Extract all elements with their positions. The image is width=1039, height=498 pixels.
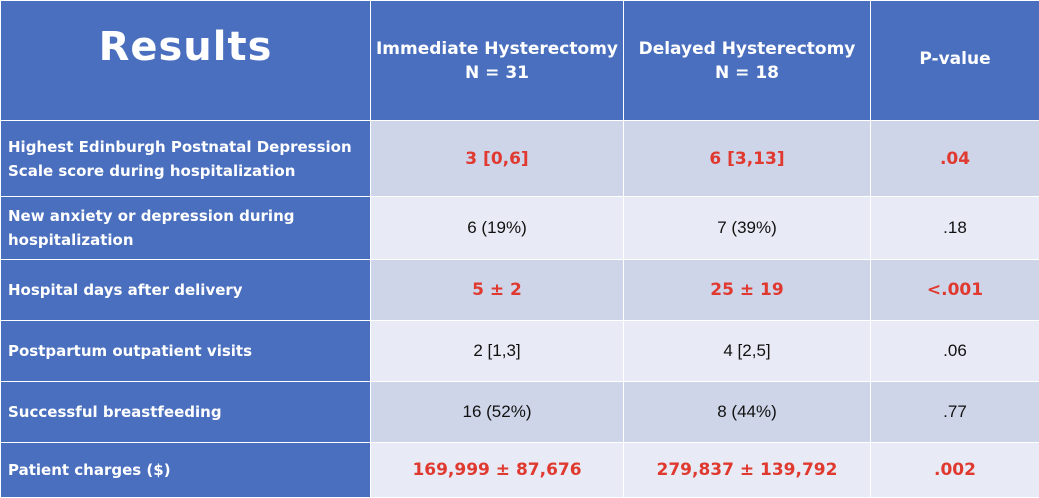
cell-immediate: 169,999 ± 87,676 xyxy=(371,443,624,498)
cell-delayed: 8 (44%) xyxy=(624,382,871,443)
cell-p-value: .06 xyxy=(871,321,1039,382)
table-row: Successful breastfeeding 16 (52%) 8 (44%… xyxy=(1,382,1039,443)
row-label: Highest Edinburgh Postnatal Depression S… xyxy=(1,121,371,197)
cell-immediate: 16 (52%) xyxy=(371,382,624,443)
row-label: Postpartum outpatient visits xyxy=(1,321,371,382)
header-row: Results Immediate Hysterectomy N = 31 De… xyxy=(1,1,1039,121)
cell-immediate: 5 ± 2 xyxy=(371,260,624,321)
row-label: Patient charges ($) xyxy=(1,443,371,498)
header-p-value: P-value xyxy=(871,1,1039,121)
cell-p-value: .77 xyxy=(871,382,1039,443)
table-row: Patient charges ($) 169,999 ± 87,676 279… xyxy=(1,443,1039,498)
cell-p-value: .002 xyxy=(871,443,1039,498)
cell-p-value: .04 xyxy=(871,121,1039,197)
cell-delayed: 279,837 ± 139,792 xyxy=(624,443,871,498)
table-row: Highest Edinburgh Postnatal Depression S… xyxy=(1,121,1039,197)
cell-immediate: 2 [1,3] xyxy=(371,321,624,382)
table-row: Postpartum outpatient visits 2 [1,3] 4 [… xyxy=(1,321,1039,382)
header-immediate-label: Immediate Hysterectomy xyxy=(371,37,623,61)
cell-delayed: 4 [2,5] xyxy=(624,321,871,382)
header-delayed-hysterectomy: Delayed Hysterectomy N = 18 xyxy=(624,1,871,121)
table-row: Hospital days after delivery 5 ± 2 25 ± … xyxy=(1,260,1039,321)
header-immediate-n: N = 31 xyxy=(371,61,623,85)
header-delayed-n: N = 18 xyxy=(624,61,870,85)
cell-delayed: 6 [3,13] xyxy=(624,121,871,197)
cell-delayed: 25 ± 19 xyxy=(624,260,871,321)
cell-delayed: 7 (39%) xyxy=(624,197,871,260)
table-body: Highest Edinburgh Postnatal Depression S… xyxy=(1,121,1039,498)
header-immediate-hysterectomy: Immediate Hysterectomy N = 31 xyxy=(371,1,624,121)
header-delayed-label: Delayed Hysterectomy xyxy=(624,37,870,61)
cell-immediate: 6 (19%) xyxy=(371,197,624,260)
cell-immediate: 3 [0,6] xyxy=(371,121,624,197)
row-label: Successful breastfeeding xyxy=(1,382,371,443)
table-header: Results Immediate Hysterectomy N = 31 De… xyxy=(1,1,1039,121)
results-title: Results xyxy=(1,1,371,121)
cell-p-value: <.001 xyxy=(871,260,1039,321)
row-label: Hospital days after delivery xyxy=(1,260,371,321)
cell-p-value: .18 xyxy=(871,197,1039,260)
row-label: New anxiety or depression during hospita… xyxy=(1,197,371,260)
table-row: New anxiety or depression during hospita… xyxy=(1,197,1039,260)
